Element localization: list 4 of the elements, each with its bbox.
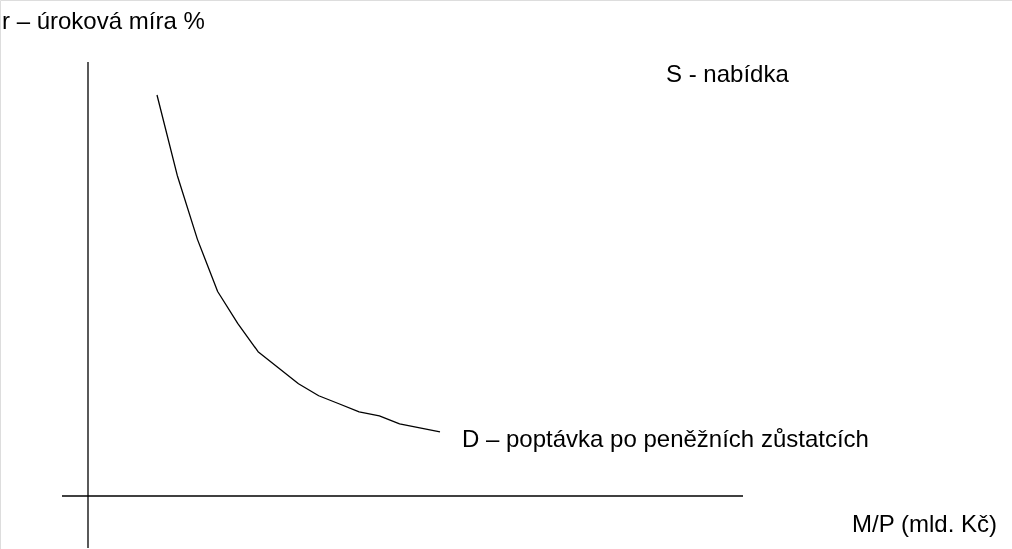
series-label: D – poptávka po peněžních zůstatcích bbox=[462, 424, 869, 452]
text: M/P (mld. Kč) bbox=[852, 510, 997, 537]
text: S - nabídka bbox=[666, 60, 790, 87]
y-axis-title: r – úroková míra % bbox=[2, 7, 205, 34]
